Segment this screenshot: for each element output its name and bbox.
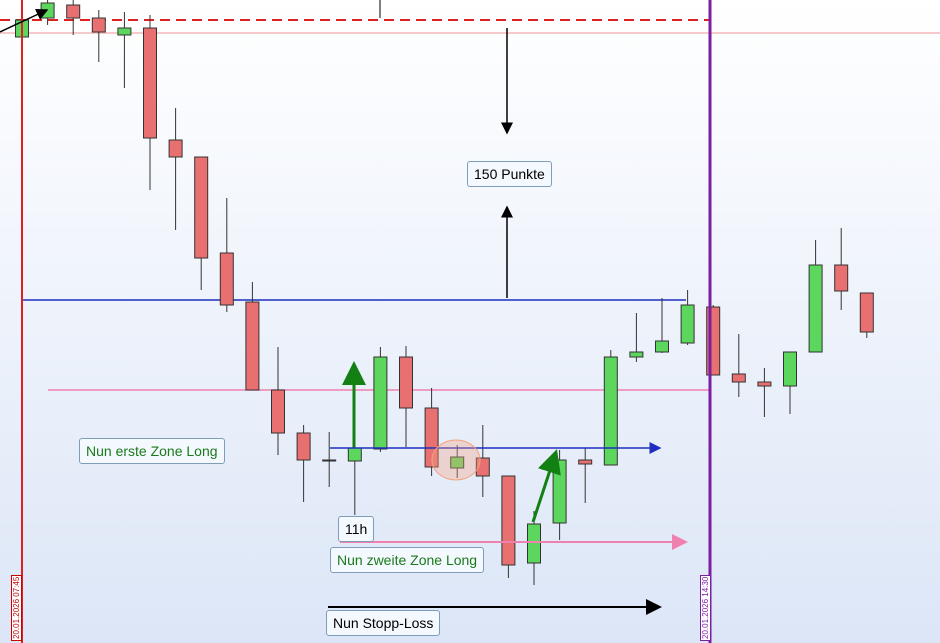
- candle-body: [219, 252, 234, 306]
- arrow: [0, 9, 49, 33]
- candle-body: [859, 292, 874, 333]
- candle-body: [117, 27, 132, 36]
- arrow: [531, 449, 561, 523]
- candle-body: [757, 381, 772, 387]
- candle-body: [450, 456, 465, 469]
- candle-body: [373, 356, 388, 450]
- label: 11h: [338, 516, 375, 542]
- candle-body: [655, 340, 669, 353]
- candle-body: [271, 389, 285, 434]
- candle-body: [424, 407, 439, 468]
- candle-body: [322, 459, 337, 462]
- candle-body: [296, 432, 311, 461]
- candle-body: [501, 475, 516, 566]
- candle-body: [66, 4, 81, 19]
- label: 150 Punkte: [467, 161, 552, 187]
- label: Nun erste Zone Long: [79, 438, 225, 464]
- candle-body: [629, 351, 644, 358]
- candle-body: [40, 2, 55, 19]
- candle-body: [552, 459, 567, 524]
- candle-body: [603, 356, 618, 466]
- date-label: 20.01.2026 07:45: [11, 574, 22, 641]
- candle-body: [143, 27, 157, 139]
- candle-body: [168, 139, 183, 158]
- candle-body: [399, 356, 413, 409]
- candle-body: [347, 447, 362, 462]
- candle-body: [578, 459, 593, 465]
- highlight: [431, 439, 481, 481]
- label: Nun Stopp-Loss: [326, 610, 441, 636]
- candle-body: [834, 264, 849, 292]
- candle-body: [194, 156, 209, 259]
- label: Nun zweite Zone Long: [330, 547, 485, 573]
- candle-body: [91, 17, 106, 33]
- candle-body: [245, 301, 260, 391]
- candle-body: [527, 523, 541, 564]
- candle-body: [680, 304, 695, 344]
- candle-body: [783, 351, 797, 387]
- date-label: 20.01.2026 14:30: [700, 574, 711, 641]
- candle-body: [731, 373, 746, 383]
- candle-body: [808, 264, 823, 353]
